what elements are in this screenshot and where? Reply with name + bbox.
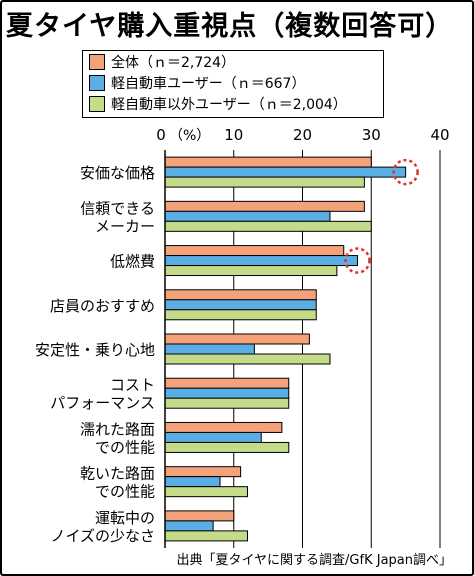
bar-kei — [164, 343, 255, 355]
legend-label-kei: 軽自動車ユーザー（ｎ＝667） — [111, 76, 306, 92]
legend-swatch-non-kei — [89, 96, 105, 112]
source-note: 出典「夏タイヤに関する調査/GfK Japan調べ」 — [176, 553, 452, 568]
highlight-circle — [392, 158, 419, 186]
x-tick-label: 20 — [293, 126, 312, 144]
bar-all — [164, 510, 235, 522]
bar-all — [164, 466, 242, 478]
bar-non-kei — [164, 486, 248, 498]
x-tick-label: 0 — [156, 126, 166, 144]
legend-swatch-kei — [89, 75, 105, 91]
bar-non-kei — [164, 265, 338, 277]
category-label: での性能 — [95, 438, 155, 456]
category-label: ノイズの少なさ — [50, 527, 155, 545]
legend: 全体（ｎ＝2,724） 軽自動車ユーザー（ｎ＝667） 軽自動車以外ユーザー（ｎ… — [82, 50, 384, 118]
bar-kei — [164, 387, 290, 399]
bar-all — [164, 245, 345, 257]
x-axis-unit-label: （%） — [169, 128, 210, 144]
bar-non-kei — [164, 353, 331, 365]
category-label: メーカー — [95, 217, 155, 235]
legend-item-all: 全体（ｎ＝2,724） — [89, 54, 235, 72]
bar-kei — [164, 520, 214, 532]
category-label: 濡れた路面 — [80, 420, 155, 438]
legend-label-non-kei: 軽自動車以外ユーザー（ｎ＝2,004） — [111, 97, 347, 113]
category-label: 乾いた路面 — [80, 465, 155, 483]
category-label: 運転中の — [95, 509, 155, 527]
category-label: 安価な価格 — [80, 164, 155, 182]
legend-swatch-all — [89, 54, 105, 70]
bar-non-kei — [164, 397, 290, 409]
bar-all — [164, 333, 310, 345]
x-tick-label: 30 — [362, 126, 381, 144]
category-label: パフォーマンス — [50, 394, 155, 412]
bar-all — [164, 289, 317, 301]
bar-kei — [164, 210, 331, 222]
highlight-circle — [344, 247, 371, 274]
category-label: 安定性・乗り心地 — [35, 341, 155, 359]
category-label: 低燃費 — [110, 253, 155, 271]
bar-kei — [164, 431, 262, 443]
legend-item-kei: 軽自動車ユーザー（ｎ＝667） — [89, 75, 305, 93]
bar-kei — [164, 476, 221, 488]
x-tick-label: 40 — [430, 126, 449, 144]
bar-non-kei — [164, 220, 372, 232]
bar-all — [164, 156, 372, 168]
chart-title: 夏タイヤ購入重視点（複数回答可） — [6, 11, 454, 42]
bar-all — [164, 377, 290, 389]
bar-non-kei — [164, 176, 365, 188]
legend-label-all: 全体（ｎ＝2,724） — [111, 55, 236, 71]
bar-all — [164, 200, 365, 212]
bar-kei — [164, 299, 317, 311]
bar-all — [164, 421, 283, 433]
category-label: 店員のおすすめ — [50, 297, 155, 315]
x-tick-label: 10 — [224, 126, 243, 144]
legend-item-non-kei: 軽自動車以外ユーザー（ｎ＝2,004） — [89, 96, 347, 114]
bar-non-kei — [164, 309, 317, 321]
bar-kei — [164, 255, 358, 267]
bar-non-kei — [164, 530, 248, 542]
bar-kei — [164, 166, 407, 178]
bar-non-kei — [164, 441, 290, 453]
category-label: 信頼できる — [80, 199, 155, 217]
category-label: での性能 — [95, 483, 155, 501]
category-label: コスト — [110, 376, 155, 394]
